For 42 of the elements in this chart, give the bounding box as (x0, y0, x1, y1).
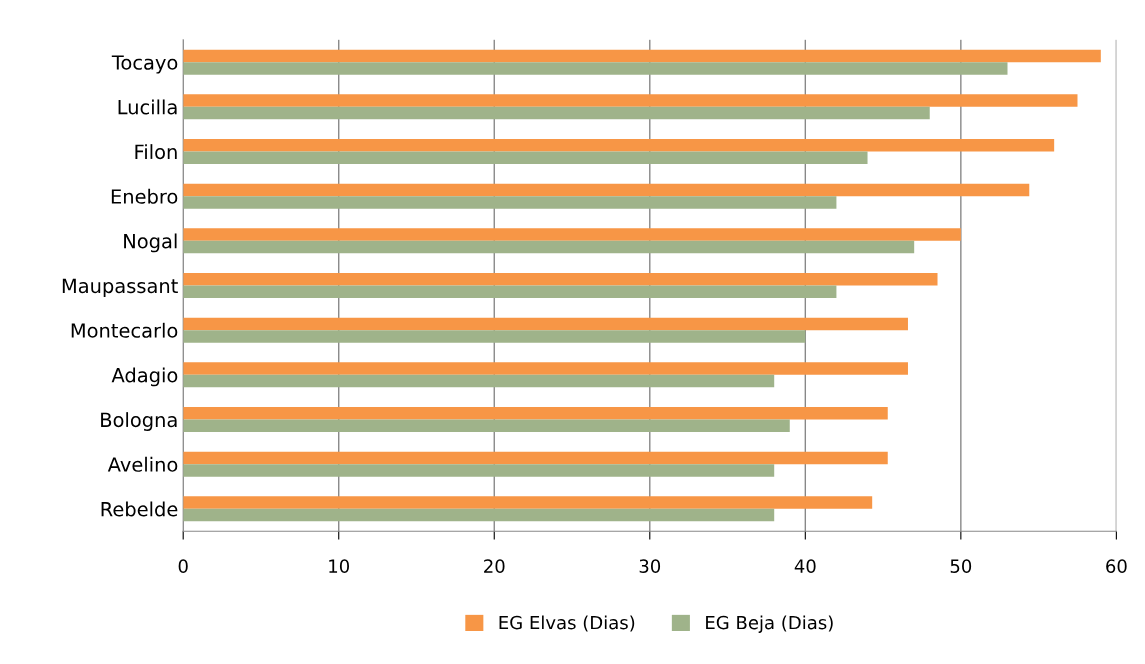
bar (183, 407, 888, 420)
x-tick-label: 20 (484, 559, 505, 573)
x-tick-label: 50 (950, 559, 972, 573)
bar (183, 94, 1078, 107)
x-tick-label: 0 (178, 559, 188, 573)
bar (183, 49, 1101, 63)
bar (183, 228, 961, 241)
y-tick-label: Lucilla (118, 99, 177, 115)
bar (183, 330, 806, 343)
bar (183, 285, 837, 299)
bar (183, 508, 775, 522)
x-tick-label: 40 (794, 559, 816, 573)
bar (183, 464, 775, 477)
y-tick-label: Tocayo (111, 55, 178, 74)
y-tick-label: Nogal (124, 233, 177, 253)
bar (183, 451, 888, 465)
bar (183, 419, 790, 433)
bar (183, 240, 915, 254)
y-tick-label: Rebelde (101, 501, 178, 517)
y-tick-label: Avelino (107, 456, 178, 472)
x-tick-label: 30 (639, 559, 661, 573)
y-tick-label: Filon (135, 144, 177, 160)
bar (183, 62, 1008, 75)
bar (183, 151, 868, 165)
bar (183, 317, 908, 331)
y-tick-label: Bologna (101, 412, 177, 431)
y-tick-label: Montecarlo (71, 322, 178, 338)
bar (183, 362, 908, 375)
y-tick-label: Maupassant (62, 278, 178, 297)
y-tick-label: Adagio (111, 367, 178, 387)
bar (183, 139, 1055, 152)
bar (183, 496, 873, 509)
bar (183, 183, 1030, 197)
bar (183, 273, 938, 286)
legend-label: EG Elvas (Dias) (499, 615, 635, 632)
legend-label: EG Beja (Dias) (706, 615, 833, 633)
x-tick-label: 10 (329, 559, 350, 573)
bar (183, 106, 930, 120)
x-tick-label: 60 (1106, 559, 1127, 573)
bar (183, 374, 775, 388)
y-tick-label: Enebro (111, 188, 178, 204)
bar (183, 196, 837, 209)
